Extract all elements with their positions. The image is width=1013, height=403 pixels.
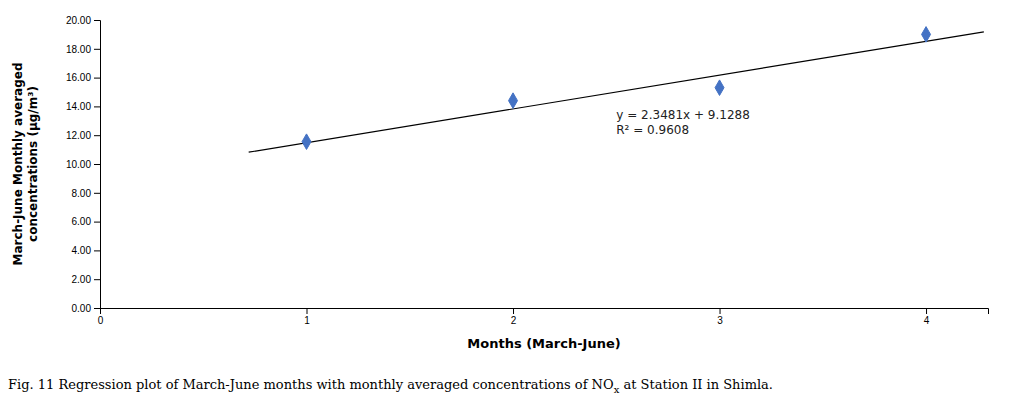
tick-mark [94,49,100,50]
tick-label: 14.00 [66,101,91,112]
tick: 10.00 [66,159,100,170]
tick: 4 [924,308,930,326]
tick: 1 [304,308,310,326]
point [922,27,931,43]
y-axis-title: March-June Monthly averagedconcentration… [11,63,40,266]
tick-mark [94,78,100,79]
caption-part: Fig. 11 Regression plot of March-June mo… [8,377,614,392]
axis-line [101,309,989,315]
tick-label: 4 [924,315,930,326]
caption: Fig. 11 Regression plot of March-June mo… [8,377,773,395]
tick-mark [94,279,100,280]
tick: 0 [98,308,104,326]
tick: 4.00 [72,245,100,256]
tick-mark [94,250,100,251]
tick: 0.00 [72,303,100,314]
tick-mark [307,308,308,314]
tick-mark [94,222,100,223]
tick: 20.00 [66,15,100,26]
tick-label: 2 [511,315,517,326]
tick-label: 0 [98,315,104,326]
y-axis: 0.00 2.00 4.00 6.00 8.00 10.00 12.00 14.00 16.00… [66,15,101,314]
tick-label: 6.00 [72,216,92,227]
point [715,80,724,96]
tick-label: 8.00 [72,188,92,199]
tick: 3 [717,308,723,326]
tick-mark [513,308,514,314]
tick-label: 10.00 [66,159,91,170]
tick: 18.00 [66,44,100,55]
tick-label: 4.00 [72,245,92,256]
point [302,134,311,150]
annotation-text: y = 2.3481x + 9.1288R² = 0.9608 [616,108,750,137]
tick: 16.00 [66,72,100,83]
annotation: y = 2.3481x + 9.1288R² = 0.9608 [613,105,753,140]
plot-area [249,27,984,153]
tick-mark [720,308,721,314]
tick-mark [926,308,927,314]
x-axis-title: Months (March-June) [467,336,620,351]
tick: 6.00 [72,216,100,227]
tick: 12.00 [66,130,100,141]
annotation-line: y = 2.3481x + 9.1288 [616,108,750,122]
tick-label: 2.00 [72,274,92,285]
tick-mark [94,106,100,107]
point [509,93,518,109]
annotation-line: R² = 0.9608 [616,123,689,137]
x-axis: 0 1 2 3 4 [98,308,989,326]
annotation-background [613,105,753,140]
tick-mark [94,20,100,21]
tick-mark [94,164,100,165]
tick-label: 12.00 [66,130,91,141]
tick-label: 18.00 [66,44,91,55]
tick-label: 20.00 [66,15,91,26]
tick: 8.00 [72,188,100,199]
regression-line [249,32,984,152]
caption-part: at Station II in Shimla. [619,377,773,392]
tick-mark [94,135,100,136]
tick-mark [94,193,100,194]
y-axis-title-line: March-June Monthly averaged [11,63,25,266]
tick: 2 [511,308,517,326]
tick-label: 3 [717,315,723,326]
tick: 14.00 [66,101,100,112]
tick-label: 0.00 [72,303,92,314]
y-axis-title-line: concentrations (µg/m³) [26,86,40,242]
tick-label: 1 [304,315,310,326]
chart: 0 1 2 3 4 0.00 2.00 4.00 6.00 8.00 10.00 12.00 14.00… [0,0,1013,403]
tick-label: 16.00 [66,72,91,83]
tick: 2.00 [72,274,100,285]
axis-line [94,21,101,309]
tick-mark [94,308,100,309]
